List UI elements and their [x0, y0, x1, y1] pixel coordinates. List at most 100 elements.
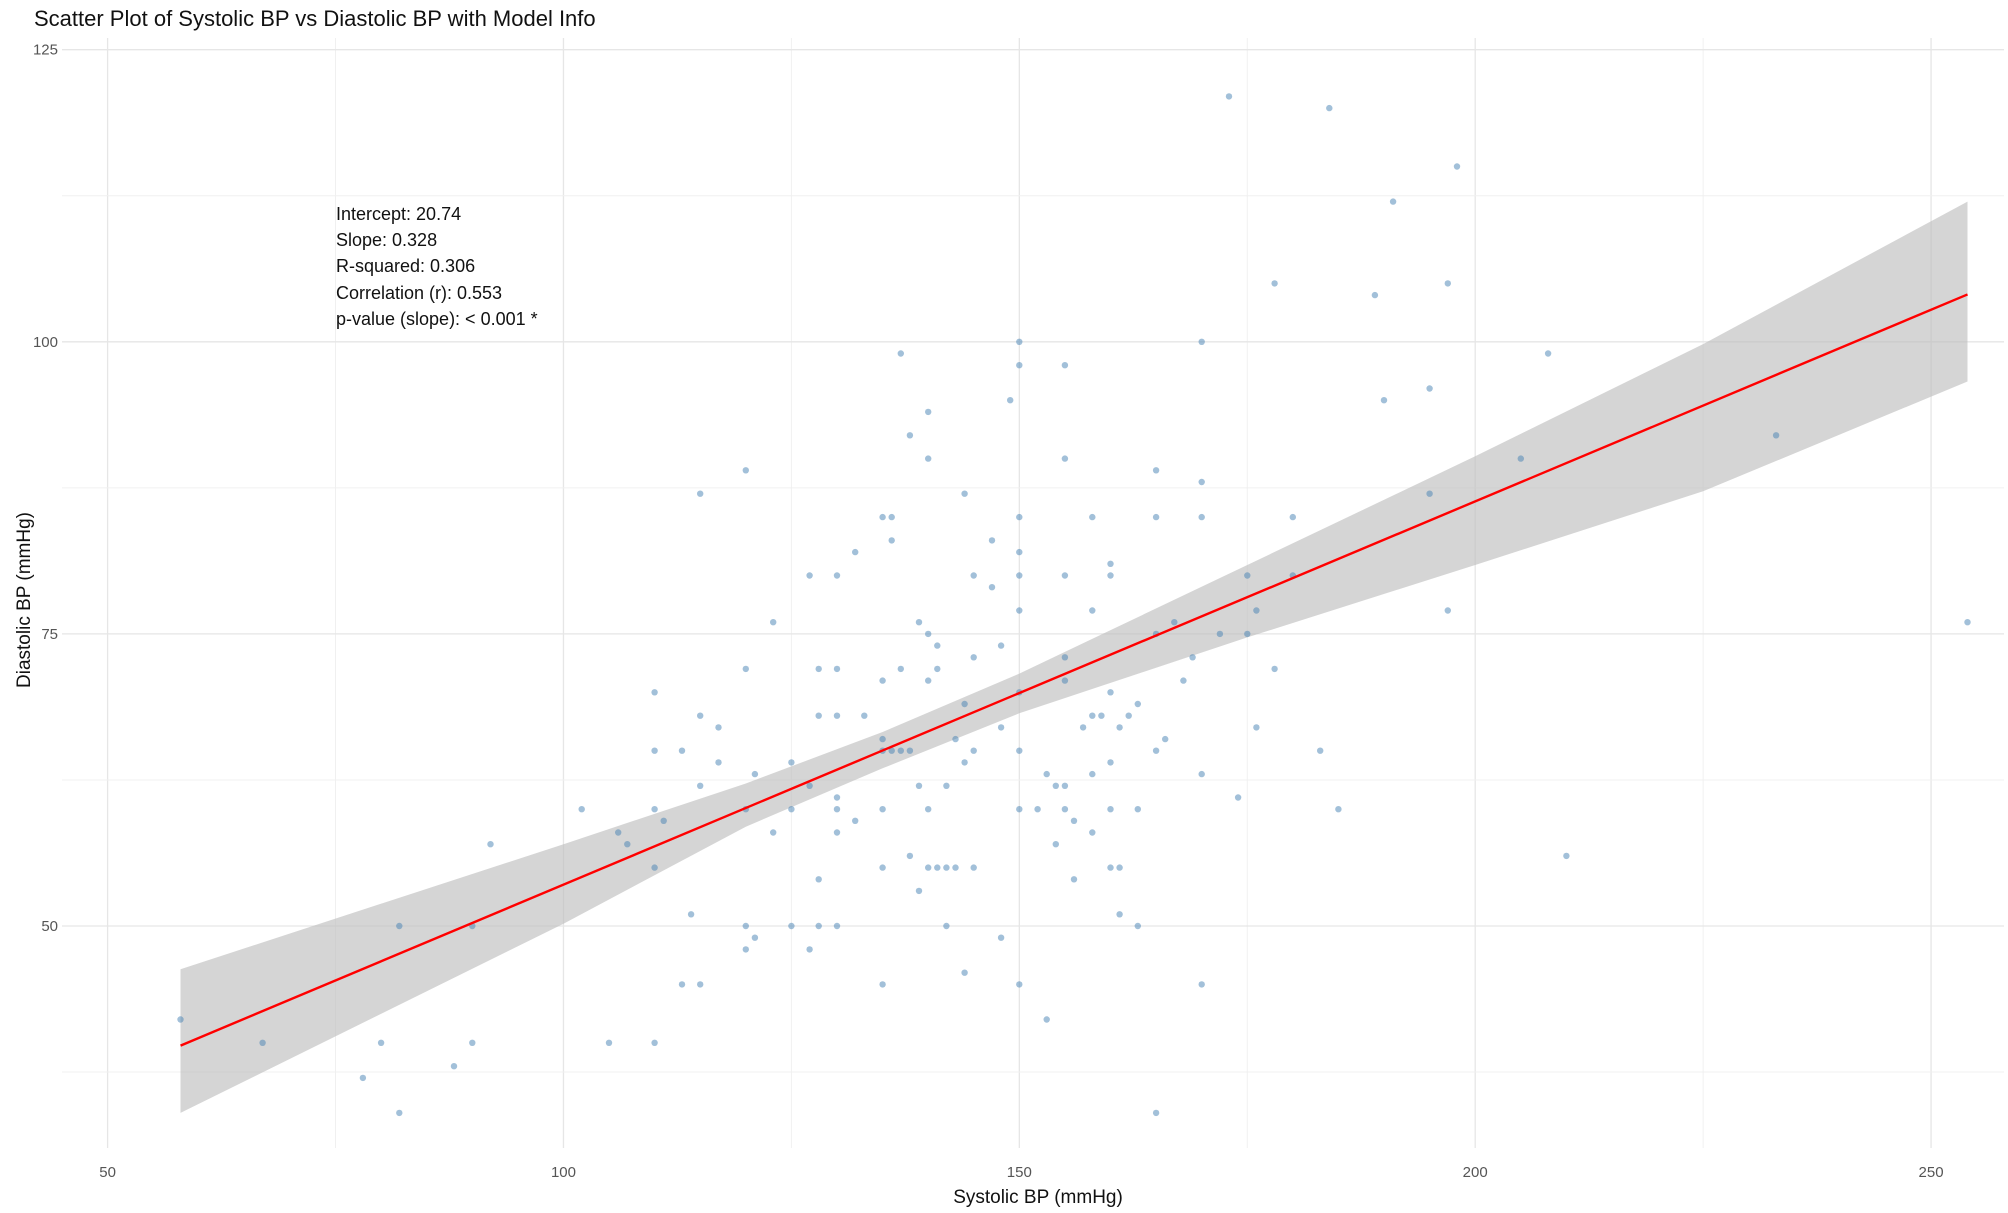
data-point [952, 864, 959, 871]
data-point [1198, 513, 1205, 521]
data-point [1426, 490, 1433, 497]
data-point [1016, 981, 1023, 988]
data-point [925, 455, 932, 462]
x-tick-label: 150 [1007, 1164, 1032, 1181]
data-point [852, 548, 859, 556]
data-point [879, 981, 886, 988]
y-tick-label: 50 [41, 918, 58, 935]
data-point [925, 864, 932, 871]
data-point [833, 712, 841, 719]
data-point [1216, 630, 1224, 638]
data-point [1517, 455, 1525, 462]
data-point [925, 408, 932, 416]
data-point [1253, 724, 1260, 731]
data-point [1152, 747, 1160, 754]
data-point [1271, 280, 1278, 287]
data-point [1271, 665, 1278, 673]
data-point [1189, 654, 1196, 661]
data-point [1016, 747, 1023, 754]
data-point [888, 537, 895, 544]
data-point [1134, 700, 1142, 708]
data-point [1007, 397, 1014, 404]
data-point [833, 922, 841, 930]
data-point [1125, 712, 1132, 719]
data-point [934, 665, 941, 673]
data-point [806, 946, 813, 953]
data-point [879, 513, 886, 521]
chart-title: Scatter Plot of Systolic BP vs Diastolic… [34, 6, 596, 31]
data-point [1453, 163, 1461, 170]
data-point [1089, 770, 1096, 778]
data-point [396, 922, 403, 930]
data-point [1043, 1016, 1050, 1023]
model-info-annotation: Intercept: 20.74 Slope: 0.328 R-squared:… [336, 204, 538, 329]
x-axis-title: Systolic BP (mmHg) [953, 1187, 1123, 1208]
data-point [1116, 911, 1123, 918]
data-point [788, 806, 795, 813]
data-point [1052, 782, 1060, 789]
data-point [1134, 806, 1142, 813]
y-tick-label: 100 [33, 334, 58, 351]
data-point [715, 759, 722, 766]
data-point [1107, 689, 1114, 696]
data-point [1061, 677, 1069, 684]
data-point [651, 1039, 658, 1047]
data-point [934, 642, 941, 649]
data-point [1016, 548, 1023, 556]
data-point [961, 759, 968, 766]
data-point [897, 350, 904, 357]
data-point [815, 665, 822, 673]
data-point [1152, 467, 1160, 474]
data-point [879, 735, 886, 743]
data-point [833, 806, 841, 813]
y-axis-title: Diastolic BP (mmHg) [14, 512, 35, 688]
data-point [879, 864, 886, 871]
data-point [833, 794, 841, 801]
data-point [715, 724, 722, 731]
data-point [770, 829, 777, 836]
data-point [1289, 513, 1297, 521]
data-point [1198, 770, 1205, 778]
data-point [1326, 104, 1333, 112]
regression-line [180, 293, 1968, 1047]
data-point [1244, 630, 1251, 638]
data-point [687, 911, 695, 918]
data-point [1134, 922, 1142, 930]
data-point [788, 922, 795, 930]
data-point [1544, 350, 1552, 357]
data-point [906, 852, 914, 860]
data-point [815, 876, 822, 883]
annotation-correlation: Correlation (r): 0.553 [336, 283, 502, 303]
confidence-band-layer [180, 201, 1968, 1113]
data-point [624, 841, 631, 848]
data-point [651, 806, 658, 813]
data-point [888, 513, 895, 521]
data-point [1034, 806, 1041, 813]
data-point [925, 806, 932, 813]
data-point [1116, 724, 1123, 731]
data-point [450, 1063, 458, 1070]
data-point [1772, 432, 1780, 439]
data-point [1107, 864, 1114, 871]
annotation-slope: Slope: 0.328 [336, 230, 437, 250]
data-point [897, 665, 904, 673]
data-point [1043, 770, 1050, 778]
data-point [1444, 280, 1452, 287]
data-point [678, 981, 686, 988]
data-point [1253, 607, 1260, 614]
data-point [377, 1039, 385, 1047]
data-point [487, 841, 494, 848]
data-point [1089, 607, 1096, 614]
data-point [1061, 572, 1069, 579]
data-point [1371, 291, 1379, 299]
data-point [1061, 362, 1069, 369]
data-point [615, 829, 622, 836]
data-point [961, 700, 968, 708]
data-point [1070, 876, 1078, 883]
data-point [1107, 572, 1114, 579]
data-point [879, 806, 886, 813]
data-point [833, 572, 841, 579]
data-point [751, 934, 759, 941]
data-point [1426, 385, 1433, 392]
data-point [1380, 397, 1388, 404]
